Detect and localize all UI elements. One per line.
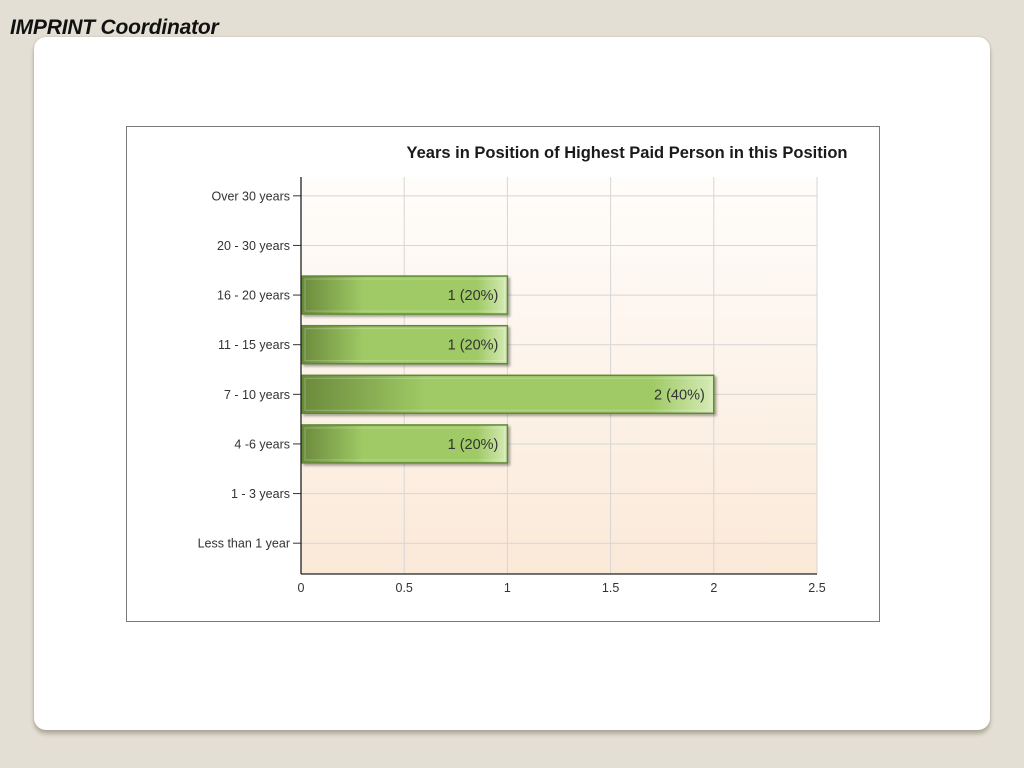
bar-inner-highlight	[304, 328, 505, 362]
bar-chart: Years in Position of Highest Paid Person…	[198, 144, 848, 595]
x-tick-label: 2.5	[808, 581, 825, 595]
x-tick-label: 1	[504, 581, 511, 595]
bar-data-label: 1 (20%)	[448, 288, 499, 304]
y-tick-label: 7 - 10 years	[224, 388, 290, 402]
y-tick-label: 1 - 3 years	[231, 487, 290, 501]
bar-inner-highlight	[304, 427, 505, 461]
x-tick-label: 0	[298, 581, 305, 595]
bar-data-label: 1 (20%)	[448, 437, 499, 453]
bar-7-10-years	[301, 374, 715, 415]
y-tick-label: 20 - 30 years	[217, 239, 290, 253]
chart-frame: Years in Position of Highest Paid Person…	[126, 126, 880, 622]
bar-inner-highlight	[304, 278, 505, 312]
slide-heading: IMPRINT Coordinator	[10, 16, 219, 39]
y-tick-label: 4 -6 years	[234, 437, 290, 451]
bar-16-20-years	[301, 275, 509, 315]
bar-11-15-years	[301, 324, 509, 365]
chart-title: Years in Position of Highest Paid Person…	[407, 144, 848, 162]
y-tick-label: Less than 1 year	[198, 537, 290, 551]
y-tick-label: Over 30 years	[211, 189, 290, 203]
y-tick-label: 11 - 15 years	[218, 338, 290, 352]
bar-data-label: 2 (40%)	[654, 387, 705, 403]
x-tick-label: 1.5	[602, 581, 619, 595]
bar-data-label: 1 (20%)	[448, 338, 499, 354]
bar-4-6-years	[301, 424, 509, 464]
x-tick-label: 2	[710, 581, 717, 595]
y-tick-label: 16 - 20 years	[217, 289, 290, 303]
bar-inner-highlight	[304, 377, 712, 411]
x-tick-label: 0.5	[396, 581, 413, 595]
